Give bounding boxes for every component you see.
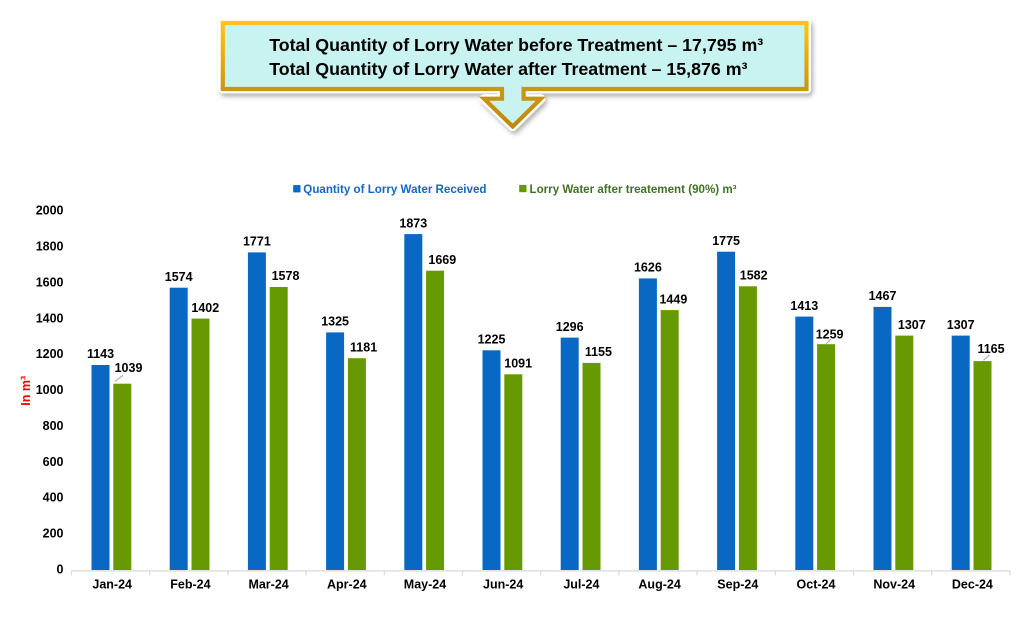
svg-text:Feb-24: Feb-24 — [170, 578, 210, 592]
svg-text:Apr-24: Apr-24 — [327, 578, 367, 592]
svg-text:1775: 1775 — [712, 234, 740, 248]
svg-text:In m³: In m³ — [19, 376, 33, 406]
svg-text:1259: 1259 — [816, 327, 844, 341]
svg-text:1039: 1039 — [115, 361, 143, 375]
svg-text:Aug-24: Aug-24 — [638, 578, 680, 592]
svg-text:1200: 1200 — [36, 347, 64, 361]
svg-text:Jul-24: Jul-24 — [563, 578, 599, 592]
svg-text:1669: 1669 — [428, 253, 456, 267]
svg-text:May-24: May-24 — [404, 578, 446, 592]
svg-text:1467: 1467 — [869, 289, 897, 303]
svg-text:1091: 1091 — [504, 357, 532, 371]
svg-text:1155: 1155 — [585, 345, 612, 359]
svg-text:1582: 1582 — [740, 269, 768, 283]
svg-text:200: 200 — [43, 527, 64, 541]
svg-text:1402: 1402 — [191, 301, 219, 315]
svg-text:Quantity of Lorry Water Receiv: Quantity of Lorry Water Received — [303, 183, 486, 196]
svg-text:1307: 1307 — [947, 318, 975, 332]
svg-text:1626: 1626 — [634, 261, 662, 275]
svg-text:1225: 1225 — [478, 333, 506, 347]
svg-text:1325: 1325 — [321, 315, 349, 329]
svg-text:0: 0 — [57, 562, 64, 576]
svg-text:2000: 2000 — [36, 204, 64, 218]
svg-text:1578: 1578 — [272, 269, 300, 283]
svg-text:Total Quantity of Lorry Water: Total Quantity of Lorry Water after Trea… — [269, 59, 747, 79]
svg-text:1307: 1307 — [898, 318, 926, 332]
svg-text:1600: 1600 — [36, 275, 64, 289]
svg-text:1574: 1574 — [165, 270, 193, 284]
svg-text:Total Quantity of Lorry Water: Total Quantity of Lorry Water before Tre… — [269, 35, 763, 55]
svg-text:Dec-24: Dec-24 — [952, 578, 993, 592]
svg-text:Oct-24: Oct-24 — [797, 578, 836, 592]
svg-text:Nov-24: Nov-24 — [873, 578, 915, 592]
svg-text:1143: 1143 — [87, 347, 114, 361]
svg-text:1771: 1771 — [243, 235, 271, 249]
svg-text:1873: 1873 — [399, 216, 427, 230]
svg-text:1800: 1800 — [36, 240, 64, 254]
svg-text:1000: 1000 — [36, 383, 64, 397]
svg-text:Jan-24: Jan-24 — [92, 578, 132, 592]
svg-text:Lorry Water after treatement (: Lorry Water after treatement (90%) m³ — [530, 183, 737, 196]
svg-text:400: 400 — [43, 491, 64, 505]
svg-text:1449: 1449 — [659, 292, 687, 306]
svg-text:1296: 1296 — [556, 320, 584, 334]
svg-text:800: 800 — [43, 419, 64, 433]
svg-text:Jun-24: Jun-24 — [483, 578, 523, 592]
svg-text:1413: 1413 — [790, 299, 818, 313]
svg-text:1400: 1400 — [36, 311, 64, 325]
svg-text:Mar-24: Mar-24 — [248, 578, 288, 592]
svg-text:1165: 1165 — [977, 342, 1004, 356]
svg-text:1181: 1181 — [350, 340, 377, 354]
svg-text:Sep-24: Sep-24 — [717, 578, 758, 592]
svg-text:600: 600 — [43, 455, 64, 469]
